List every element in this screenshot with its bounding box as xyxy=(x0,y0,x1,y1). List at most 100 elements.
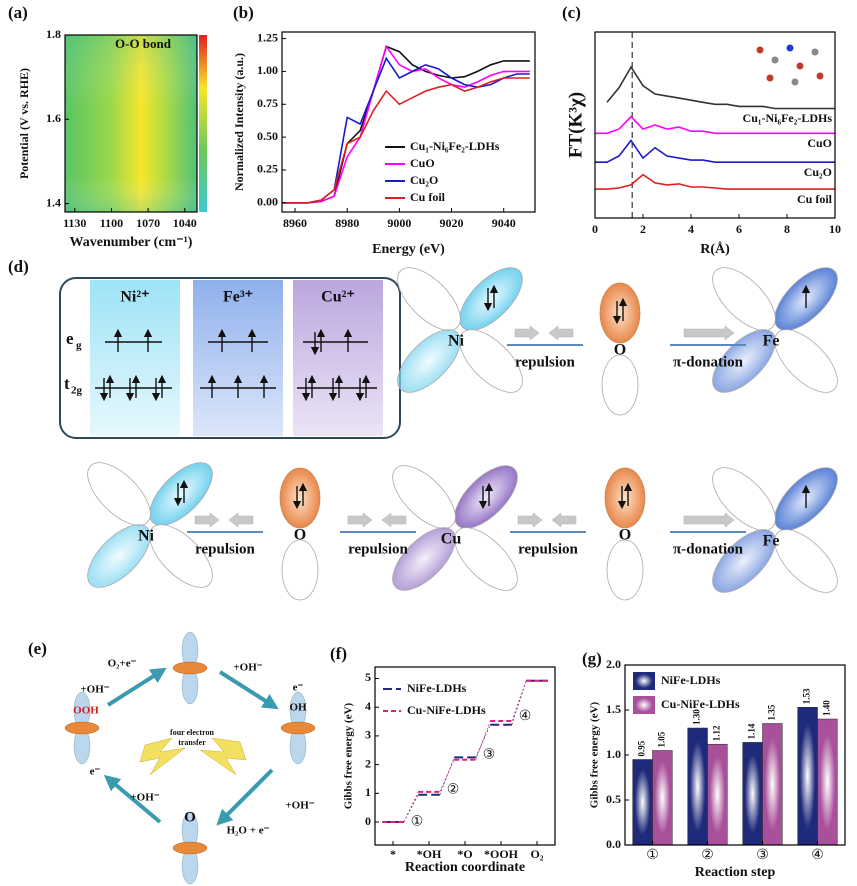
x-tick-label: *OOH xyxy=(484,847,519,861)
legend-label: Cu foil xyxy=(410,190,446,204)
y-axis-label: Gibbs free energy (eV) xyxy=(589,701,601,808)
plot-frame xyxy=(281,31,536,213)
lightning xyxy=(139,737,186,776)
y-axis-label: Potential (V vs. RHE) xyxy=(17,68,31,179)
y-tick-label: 1.5 xyxy=(606,702,621,716)
connector xyxy=(439,759,455,793)
x-tick-label: 10 xyxy=(829,222,841,236)
heatmap-shade xyxy=(65,35,197,212)
cycle-arrow xyxy=(103,774,162,824)
orbital-lobe xyxy=(397,329,461,393)
x-tick-label: 8980 xyxy=(335,216,359,230)
series-label: CuO xyxy=(807,136,832,150)
series-line xyxy=(606,65,835,110)
orbital-lobe xyxy=(87,462,151,526)
cu-column xyxy=(293,280,383,436)
legend-swatch xyxy=(633,696,655,714)
legend-label: CuO xyxy=(410,156,435,170)
bar xyxy=(797,707,818,846)
inset-atom xyxy=(816,72,824,80)
atom-label: Fe xyxy=(763,333,780,350)
atom-label: Fe xyxy=(763,533,780,550)
plot-frame xyxy=(594,31,836,219)
reaction-label: e⁻ xyxy=(293,682,304,694)
series-line xyxy=(595,139,835,163)
annotation: O-O bond xyxy=(115,36,172,51)
x-tick-label: *O xyxy=(457,847,472,861)
y-tick-label: 5 xyxy=(365,670,371,684)
oxygen-orbital xyxy=(604,467,646,601)
value-label: 1.12 xyxy=(711,725,721,741)
panel-label: (g) xyxy=(582,649,602,668)
y-axis-label: Gibbs free energy (eV) xyxy=(343,702,355,809)
plot-background xyxy=(375,667,555,845)
panel-label: (e) xyxy=(28,639,47,658)
x-tick-label: ④ xyxy=(811,848,824,863)
ni-column xyxy=(90,280,180,436)
value-label: 1.14 xyxy=(747,723,757,739)
orbital-lobe xyxy=(149,462,213,526)
metal-orbital xyxy=(87,462,213,588)
panel-label: (c) xyxy=(562,3,581,22)
metal-orbital xyxy=(172,631,208,705)
interaction-arrow xyxy=(347,512,373,528)
x-axis-label: Reaction step xyxy=(695,865,776,880)
series-line xyxy=(282,77,530,204)
ion-label: Cu²⁺ xyxy=(321,289,355,306)
legend-label: Cu₂O xyxy=(410,173,438,187)
cycle-arrow xyxy=(216,768,274,826)
level-subscript: g xyxy=(76,340,82,352)
bar xyxy=(742,742,763,846)
y-tick-label: 1.25 xyxy=(257,30,278,44)
legend-label: NiFe-LDHs xyxy=(407,681,467,695)
interaction-arrow xyxy=(683,325,735,341)
bar xyxy=(817,718,838,846)
x-tick-label: 1130 xyxy=(63,216,86,230)
y-tick-label: 0.75 xyxy=(257,96,278,110)
metal-orbital xyxy=(397,267,523,393)
panel-d-table: Ni²⁺ Fe³⁺ Cu²⁺ e g t 2g xyxy=(59,277,401,439)
y-tick-label: 0.50 xyxy=(257,129,278,143)
orbital-lobe xyxy=(392,527,456,591)
orbital-ring xyxy=(172,661,208,675)
inset-atom xyxy=(811,48,819,56)
series-label: Cu₁-Ni₆Fe₂-LDHs xyxy=(743,111,833,125)
orbital-lobe xyxy=(712,467,776,531)
x-axis-label: Energy (eV) xyxy=(372,242,445,257)
inset-atom xyxy=(756,46,764,54)
reaction-label: O₂+e⁻ xyxy=(108,658,137,670)
ion-label: Ni²⁺ xyxy=(120,289,149,306)
y-tick-label: 1.0 xyxy=(606,747,621,761)
orbital-lobe xyxy=(712,529,776,593)
orbital-lobe xyxy=(87,524,151,588)
ion-label: Fe³⁺ xyxy=(223,289,253,306)
y-tick-label: 1.00 xyxy=(257,63,278,77)
interaction-arrow xyxy=(228,512,254,528)
center-text: four electron xyxy=(170,728,214,737)
step-annotation: ② xyxy=(447,782,460,797)
inset-atom xyxy=(766,74,774,82)
orbital-lobe xyxy=(459,329,523,393)
interaction-arrow xyxy=(381,512,407,528)
x-tick-label: O₂ xyxy=(531,847,544,861)
connector xyxy=(511,680,527,722)
orbital-lobe xyxy=(606,539,644,601)
metal-orbital xyxy=(172,811,208,885)
y-tick-label: 1.8 xyxy=(46,27,61,41)
legend-swatch xyxy=(633,672,655,690)
orbital-lobe xyxy=(599,282,641,344)
oxygen-orbital xyxy=(279,467,321,601)
bar xyxy=(707,743,728,846)
metal-orbital xyxy=(64,691,100,765)
x-tick-label: 9040 xyxy=(492,216,516,230)
step-annotation: ③ xyxy=(483,747,496,762)
metal-orbital xyxy=(392,465,518,591)
orbital-ring xyxy=(64,721,100,735)
oxygen-orbital xyxy=(599,282,641,416)
panel-label: (a) xyxy=(8,3,28,22)
value-label: 1.40 xyxy=(821,700,831,716)
x-axis-label: R(Å) xyxy=(700,241,730,257)
atom-label: Ni xyxy=(448,333,465,350)
reaction-label: e⁻ xyxy=(90,766,101,778)
plot-frame xyxy=(64,34,198,213)
